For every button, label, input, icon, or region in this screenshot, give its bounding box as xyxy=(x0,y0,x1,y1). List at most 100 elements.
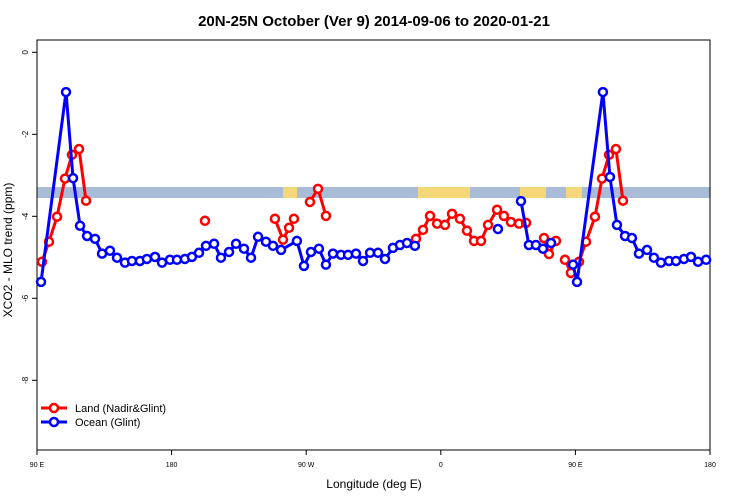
point xyxy=(200,240,212,252)
point xyxy=(648,252,660,263)
point xyxy=(277,234,289,245)
point xyxy=(350,248,362,259)
point xyxy=(283,222,295,234)
point xyxy=(230,238,242,250)
point xyxy=(439,219,451,231)
point xyxy=(252,231,264,243)
point xyxy=(491,204,503,215)
point xyxy=(298,260,310,272)
point xyxy=(454,213,466,225)
y-tick-label: 0 xyxy=(21,50,30,55)
point xyxy=(617,195,629,206)
point xyxy=(327,248,339,259)
point xyxy=(223,246,235,258)
point xyxy=(655,257,667,268)
point xyxy=(267,240,279,252)
point xyxy=(431,218,443,229)
point xyxy=(545,237,557,249)
point xyxy=(74,220,86,231)
land-band xyxy=(566,187,582,198)
point xyxy=(60,86,72,98)
y-axis-label: XCO2 - MLO trend (ppm) xyxy=(1,183,15,318)
point xyxy=(89,233,101,245)
point xyxy=(505,216,517,228)
point xyxy=(611,219,623,231)
point xyxy=(215,252,227,263)
point xyxy=(461,225,473,236)
point xyxy=(208,238,220,250)
point xyxy=(641,244,653,256)
point xyxy=(571,276,583,288)
point xyxy=(269,213,281,225)
point xyxy=(700,254,712,266)
plot-frame xyxy=(36,39,711,451)
y-tick-label: -2 xyxy=(21,130,30,138)
land-band xyxy=(283,187,297,198)
point xyxy=(35,276,47,288)
point xyxy=(633,248,645,259)
land-ocean-mask xyxy=(37,187,710,198)
x-tick-label: 90 E xyxy=(568,462,583,469)
point xyxy=(538,232,550,244)
point xyxy=(67,172,79,184)
point xyxy=(424,210,436,222)
point xyxy=(596,173,608,184)
point xyxy=(567,259,579,270)
legend-label: Land (Nadir&Glint) xyxy=(75,403,166,415)
point xyxy=(245,252,257,263)
point xyxy=(482,219,494,231)
x-axis-label: Longitude (deg E) xyxy=(326,477,421,491)
point xyxy=(498,210,510,222)
chart-title: 20N-25N October (Ver 9) 2014-09-06 to 20… xyxy=(198,13,550,30)
legend-marker xyxy=(48,402,60,414)
point xyxy=(320,210,332,222)
point xyxy=(597,86,609,98)
land-band xyxy=(418,187,470,198)
x-tick-label: 0 xyxy=(439,462,443,469)
point xyxy=(537,243,549,254)
land-band xyxy=(520,187,546,198)
point xyxy=(475,235,487,247)
point xyxy=(275,244,287,256)
point xyxy=(304,196,316,208)
point xyxy=(409,240,421,252)
x-tick-label: 180 xyxy=(166,462,178,469)
x-tick-label: 90 W xyxy=(298,462,315,469)
point xyxy=(104,245,116,256)
point xyxy=(288,213,300,225)
point xyxy=(589,211,601,222)
point xyxy=(685,251,697,263)
point xyxy=(312,183,324,195)
point xyxy=(379,253,391,265)
point xyxy=(73,143,85,155)
ocean-band xyxy=(37,187,710,198)
point xyxy=(149,251,161,263)
point xyxy=(446,208,458,220)
y-tick-label: -6 xyxy=(21,294,30,302)
point xyxy=(610,143,622,155)
x-tick-label: 180 xyxy=(704,462,716,469)
point xyxy=(417,224,429,236)
point xyxy=(193,247,205,259)
point xyxy=(515,195,527,207)
legend-marker xyxy=(48,416,60,428)
point xyxy=(80,195,92,206)
point xyxy=(492,223,504,235)
point xyxy=(559,254,571,266)
y-tick-label: -4 xyxy=(21,212,30,220)
point xyxy=(313,243,325,254)
legend-label: Ocean (Glint) xyxy=(75,417,140,429)
point xyxy=(199,215,211,227)
point xyxy=(111,252,123,263)
point xyxy=(372,247,384,259)
point xyxy=(342,249,354,261)
point xyxy=(604,171,616,183)
point xyxy=(141,253,153,265)
point xyxy=(291,235,303,247)
y-tick-label: -8 xyxy=(21,376,30,384)
point xyxy=(51,211,63,222)
point xyxy=(59,173,71,184)
point xyxy=(626,232,638,244)
point xyxy=(357,255,369,267)
